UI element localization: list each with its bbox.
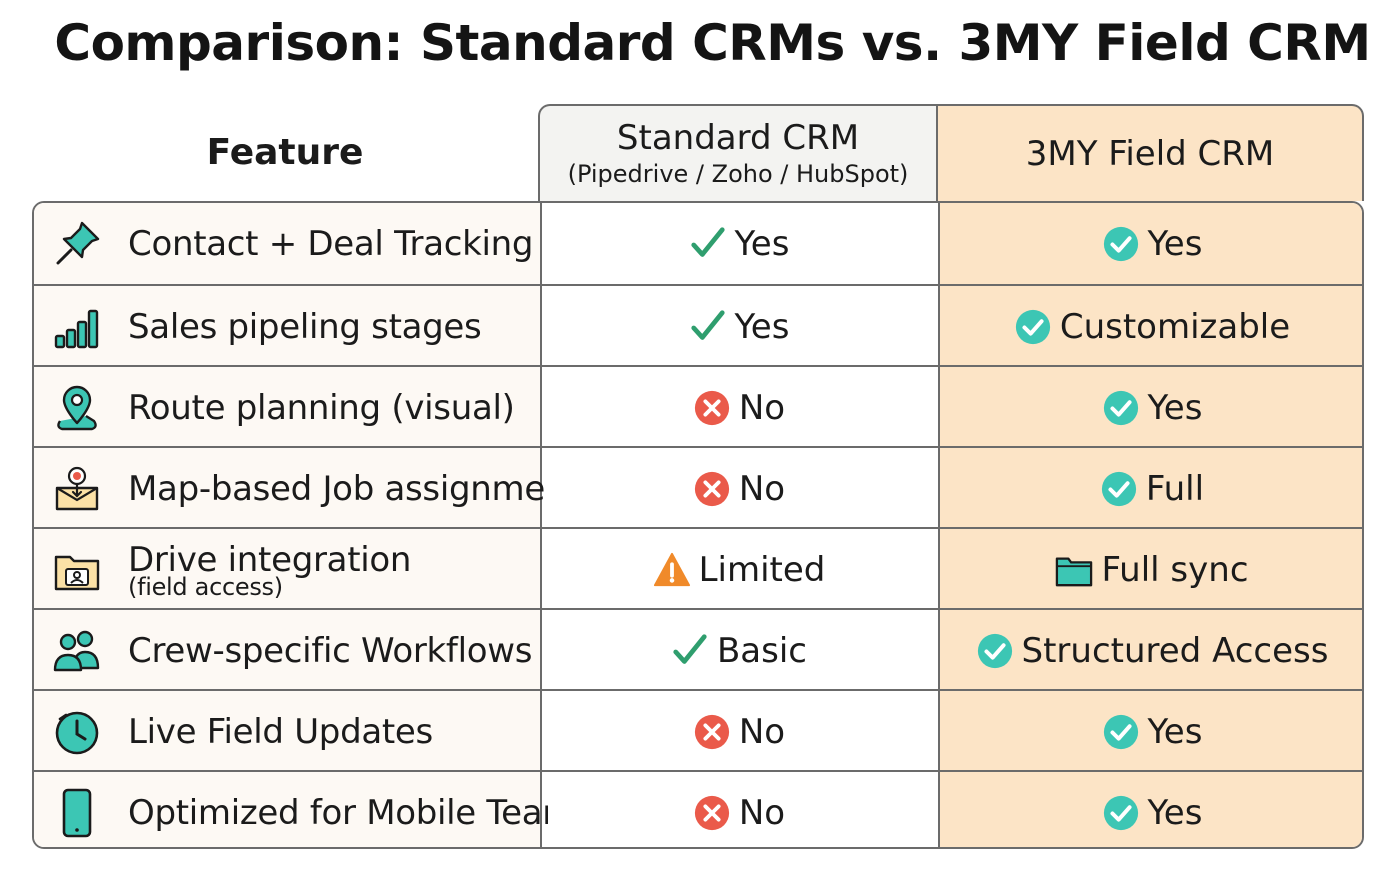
field-value: Yes (938, 203, 1362, 284)
field-value-text: Customizable (1059, 306, 1291, 347)
field-value-text: Full (1145, 468, 1205, 509)
check-icon (689, 308, 727, 346)
standard-value: Limited (540, 529, 938, 610)
check-circle-icon (1100, 470, 1138, 508)
feature-name: Live Field Updates (128, 711, 433, 752)
x-circle-icon (693, 794, 731, 832)
field-value-text: Yes (1147, 711, 1203, 752)
standard-value-text: No (738, 792, 786, 833)
field-column (938, 203, 1362, 847)
standard-value-text: Limited (698, 549, 826, 590)
standard-value: Yes (540, 203, 938, 284)
standard-value-text: No (738, 387, 786, 428)
check-circle-icon (976, 632, 1014, 670)
standard-value-text: Yes (734, 306, 790, 347)
field-value: Yes (938, 367, 1362, 448)
table-row: Optimized for Mobile Teams No Yes (34, 770, 1362, 847)
field-value-text: Full sync (1101, 549, 1249, 590)
check-circle-icon (1102, 389, 1140, 427)
standard-value: Yes (540, 286, 938, 367)
check-circle-icon (1014, 308, 1052, 346)
header-standard-subtitle: (Pipedrive / Zoho / HubSpot) (567, 159, 909, 188)
feature-column (34, 203, 540, 847)
table-row: Live Field Updates No Yes (34, 689, 1362, 772)
field-value: Full sync (938, 529, 1362, 610)
clock-icon (52, 707, 102, 757)
field-value: Structured Access (938, 610, 1362, 691)
field-value-text: Structured Access (1021, 630, 1329, 671)
table-row: Drive integration (field access) Limited Fu… (34, 527, 1362, 610)
feature-label: Live Field Updates (128, 691, 548, 772)
drive-folder-icon (52, 545, 102, 595)
check-icon (689, 225, 727, 263)
feature-name: Map-based Job assignme (128, 468, 545, 509)
feature-label: Contact + Deal Tracking (128, 203, 548, 284)
standard-value: No (540, 448, 938, 529)
comparison-table: Feature Standard CRM (Pipedrive / Zoho /… (32, 104, 1364, 849)
standard-value: No (540, 367, 938, 448)
check-icon (671, 632, 709, 670)
standard-value-text: No (738, 468, 786, 509)
standard-value-text: Basic (716, 630, 807, 671)
page-title: Comparison: Standard CRMs vs. 3MY Field … (54, 14, 1371, 72)
check-circle-icon (1102, 713, 1140, 751)
standard-column (540, 203, 938, 847)
warning-icon (653, 551, 691, 589)
header-field-crm: 3MY Field CRM (936, 104, 1364, 201)
feature-label: Crew-specific Workflows (128, 610, 548, 691)
header-standard-crm: Standard CRM (Pipedrive / Zoho / HubSpot… (538, 104, 936, 201)
field-value: Customizable (938, 286, 1362, 367)
field-value: Full (938, 448, 1362, 529)
field-value: Yes (938, 691, 1362, 772)
feature-name: Route planning (visual) (128, 387, 515, 428)
feature-label: Sales pipeling stages (128, 286, 548, 367)
x-circle-icon (693, 470, 731, 508)
table-row: Sales pipeling stages Yes Customizable (34, 284, 1362, 367)
feature-label: Drive integration (field access) (128, 529, 548, 610)
standard-value-text: No (738, 711, 786, 752)
table-row: Route planning (visual) No Yes (34, 365, 1362, 448)
field-value-text: Yes (1147, 387, 1203, 428)
feature-note: (field access) (128, 572, 283, 601)
table-row: Contact + Deal Tracking Yes Yes (34, 203, 1362, 284)
table-row: Crew-specific Workflows Basic Structured A… (34, 608, 1362, 691)
header-feature: Feature (206, 132, 364, 173)
feature-name: Optimized for Mobile Teams (128, 792, 548, 833)
feature-name: Crew-specific Workflows (128, 630, 533, 671)
feature-label: Map-based Job assignme (128, 448, 548, 529)
standard-value: No (540, 691, 938, 772)
users-icon (52, 626, 102, 676)
feature-label: Optimized for Mobile Teams (128, 772, 548, 847)
x-circle-icon (693, 713, 731, 751)
field-value-text: Yes (1147, 223, 1203, 264)
check-circle-icon (1102, 225, 1140, 263)
standard-value: No (540, 772, 938, 847)
field-value-text: Yes (1147, 792, 1203, 833)
bar-chart-icon (52, 302, 102, 352)
folder-icon (1055, 551, 1093, 589)
field-value: Yes (938, 772, 1362, 847)
map-target-icon (52, 464, 102, 514)
feature-label: Route planning (visual) (128, 367, 548, 448)
table-body: Contact + Deal Tracking Yes Yes Sales pipel… (32, 201, 1364, 849)
feature-name: Contact + Deal Tracking (128, 223, 534, 264)
table-row: Map-based Job assignme No Full (34, 446, 1362, 529)
x-circle-icon (693, 389, 731, 427)
map-pin-icon (52, 383, 102, 433)
mobile-phone-icon (52, 788, 102, 838)
pushpin-icon (52, 219, 102, 269)
feature-name: Drive integration (128, 539, 412, 580)
feature-name: Sales pipeling stages (128, 306, 482, 347)
standard-value: Basic (540, 610, 938, 691)
header-standard-title: Standard CRM (616, 117, 860, 158)
check-circle-icon (1102, 794, 1140, 832)
standard-value-text: Yes (734, 223, 790, 264)
